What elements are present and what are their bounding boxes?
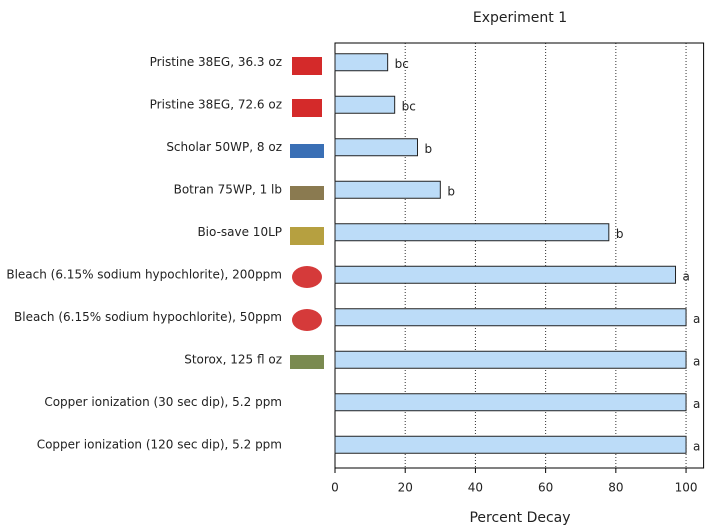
significance-letter: a (693, 397, 700, 411)
bar (334, 95, 396, 114)
significance-letter: a (693, 312, 700, 326)
x-tick-label: 0 (331, 481, 339, 495)
bar (334, 180, 441, 199)
logos (290, 57, 324, 369)
bar (334, 138, 418, 157)
x-tick-label: 100 (675, 481, 698, 495)
bar (334, 265, 677, 284)
significance-letter: b (424, 142, 432, 156)
chart-title: Experiment 1 (473, 10, 567, 26)
x-axis-label: Percent Decay (469, 510, 570, 526)
bar (334, 308, 687, 327)
logo (290, 227, 324, 245)
logo (292, 266, 322, 288)
significance-letter: bc (402, 99, 416, 113)
y-tick-label: Botran 75WP, 1 lb (174, 182, 282, 196)
bar (334, 350, 687, 369)
bar (334, 223, 610, 242)
y-tick-label: Copper ionization (30 sec dip), 5.2 ppm (44, 395, 282, 409)
significance-letter: bc (395, 57, 409, 71)
plot-frame (334, 42, 705, 469)
logo (290, 144, 324, 158)
y-tick-label: Bleach (6.15% sodium hypochlorite), 200p… (6, 267, 282, 281)
x-tick-label: 40 (468, 481, 483, 495)
logo (292, 99, 322, 117)
significance-letter: b (616, 227, 624, 241)
significance-letter: a (693, 439, 700, 453)
bar (334, 393, 687, 412)
y-tick-label: Bleach (6.15% sodium hypochlorite), 50pp… (14, 310, 282, 324)
y-tick-label: Pristine 38EG, 36.3 oz (150, 55, 282, 69)
bar (334, 53, 389, 72)
y-tick-label: Bio-save 10LP (197, 225, 282, 239)
logo (290, 186, 324, 200)
x-tick-label: 20 (398, 481, 413, 495)
x-tick-label: 60 (538, 481, 553, 495)
logo (290, 355, 324, 369)
logo (292, 57, 322, 75)
significance-letter: a (693, 354, 700, 368)
significance-letter: a (683, 269, 690, 283)
significance-letter: b (447, 184, 455, 198)
logo (292, 309, 322, 331)
y-tick-label: Scholar 50WP, 8 oz (166, 140, 282, 154)
bar (334, 435, 687, 454)
y-tick-label: Pristine 38EG, 72.6 oz (150, 97, 282, 111)
x-tick-label: 80 (608, 481, 623, 495)
y-tick-label: Storox, 125 fl oz (184, 352, 282, 366)
y-tick-label: Copper ionization (120 sec dip), 5.2 ppm (37, 437, 282, 451)
